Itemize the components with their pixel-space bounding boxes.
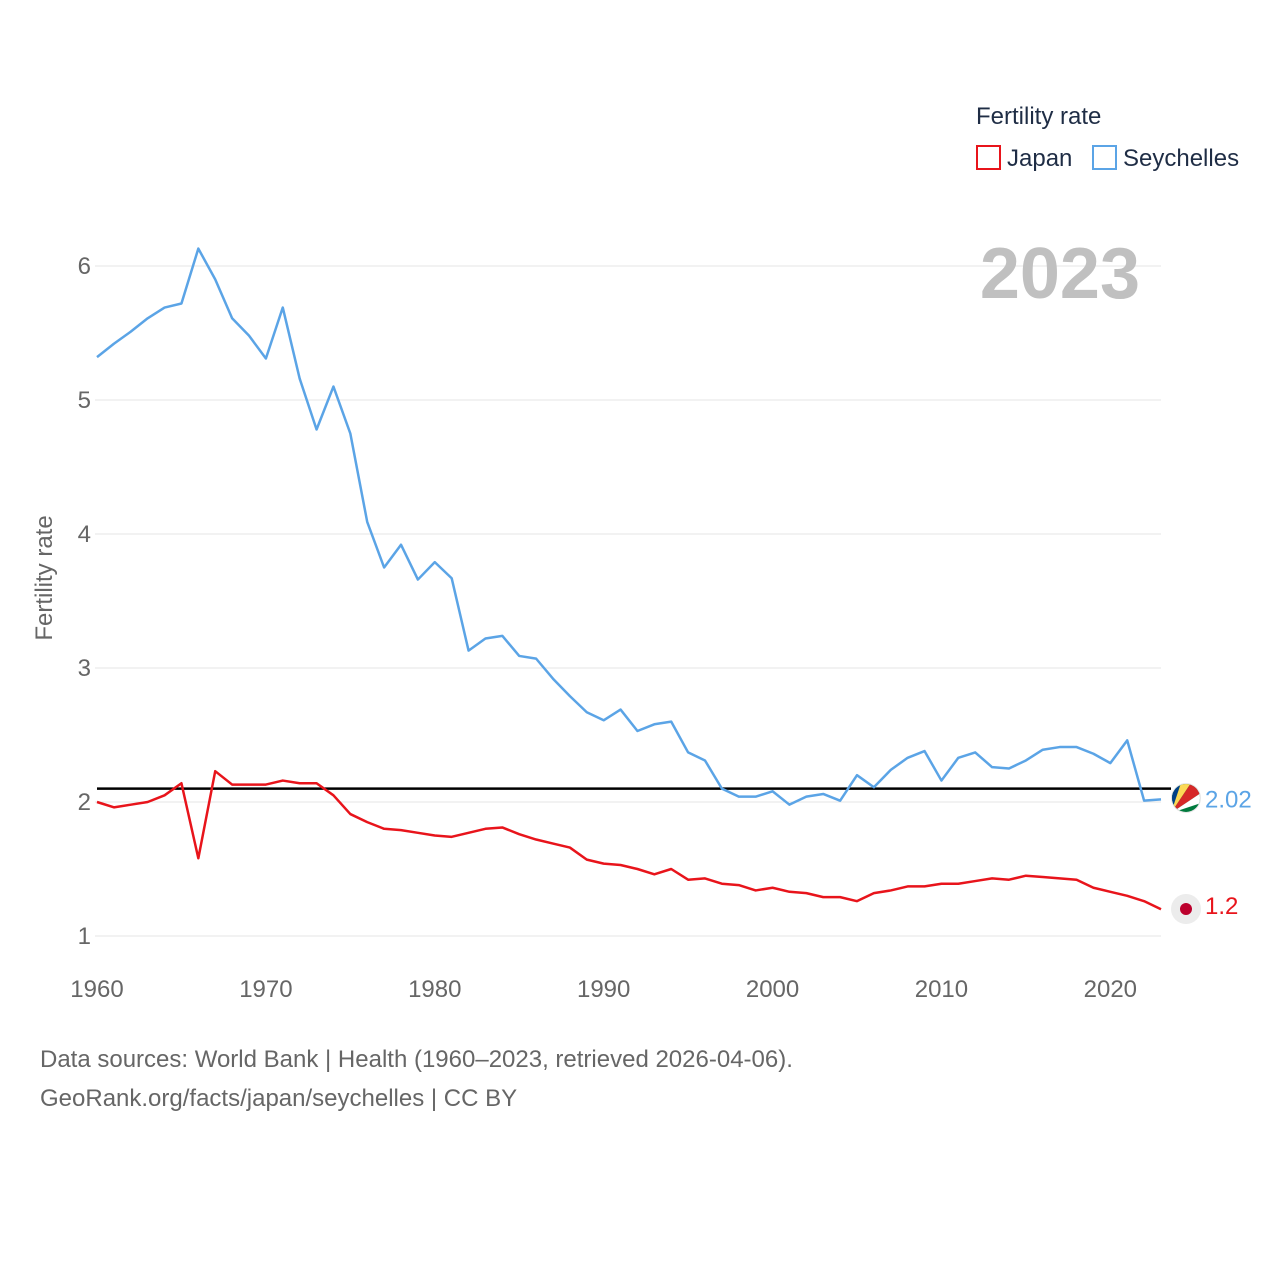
series-line-japan[interactable] [96,769,1162,911]
legend-item-seychelles[interactable]: Seychelles [1092,145,1239,172]
y-tick-label: 4 [78,521,91,548]
x-tick-label: 1990 [577,976,630,1003]
end-label-japan: 1.2 [1205,893,1238,920]
fertility-rate-chart: 1960 1970 1980 1990 2000 2010 2020 1 2 3 4 5 6 Fert… [31,103,1252,1003]
x-axis-ticks: 1960 1970 1980 1990 2000 2010 2020 [70,976,1137,1003]
series-lines [96,247,1162,911]
series-line-seychelles[interactable] [96,247,1162,806]
x-tick-label: 2000 [746,976,799,1003]
end-markers: 2.02 1.2 [1171,783,1252,924]
y-tick-label: 3 [78,655,91,682]
y-axis-ticks: 1 2 3 4 5 6 [78,253,91,950]
legend-label-seychelles: Seychelles [1123,145,1239,172]
y-tick-label: 5 [78,387,91,414]
x-tick-label: 1970 [239,976,292,1003]
data-sources-text: Data sources: World Bank | Health (1960–… [40,1046,793,1073]
x-tick-label: 1980 [408,976,461,1003]
year-label: 2023 [980,234,1140,314]
end-label-seychelles: 2.02 [1205,786,1252,813]
japan-flag-icon [1171,894,1201,924]
legend: Fertility rate Japan Seychelles [976,103,1239,172]
y-tick-label: 2 [78,789,91,816]
legend-label-japan: Japan [1007,145,1072,172]
y-tick-label: 6 [78,253,91,280]
gridlines [95,265,1161,937]
y-axis-title: Fertility rate [31,515,58,640]
x-tick-label: 1960 [70,976,123,1003]
legend-swatch-japan [976,145,1001,170]
x-tick-label: 2010 [915,976,968,1003]
footer: Data sources: World Bank | Health (1960–… [40,1040,793,1118]
seychelles-flag-icon [1171,783,1201,813]
legend-title: Fertility rate [976,103,1101,130]
legend-item-japan[interactable]: Japan [976,145,1072,172]
y-tick-label: 1 [78,923,91,950]
legend-swatch-seychelles [1092,145,1117,170]
attribution-link[interactable]: GeoRank.org/facts/japan/seychelles | CC … [40,1085,518,1112]
x-tick-label: 2020 [1084,976,1137,1003]
